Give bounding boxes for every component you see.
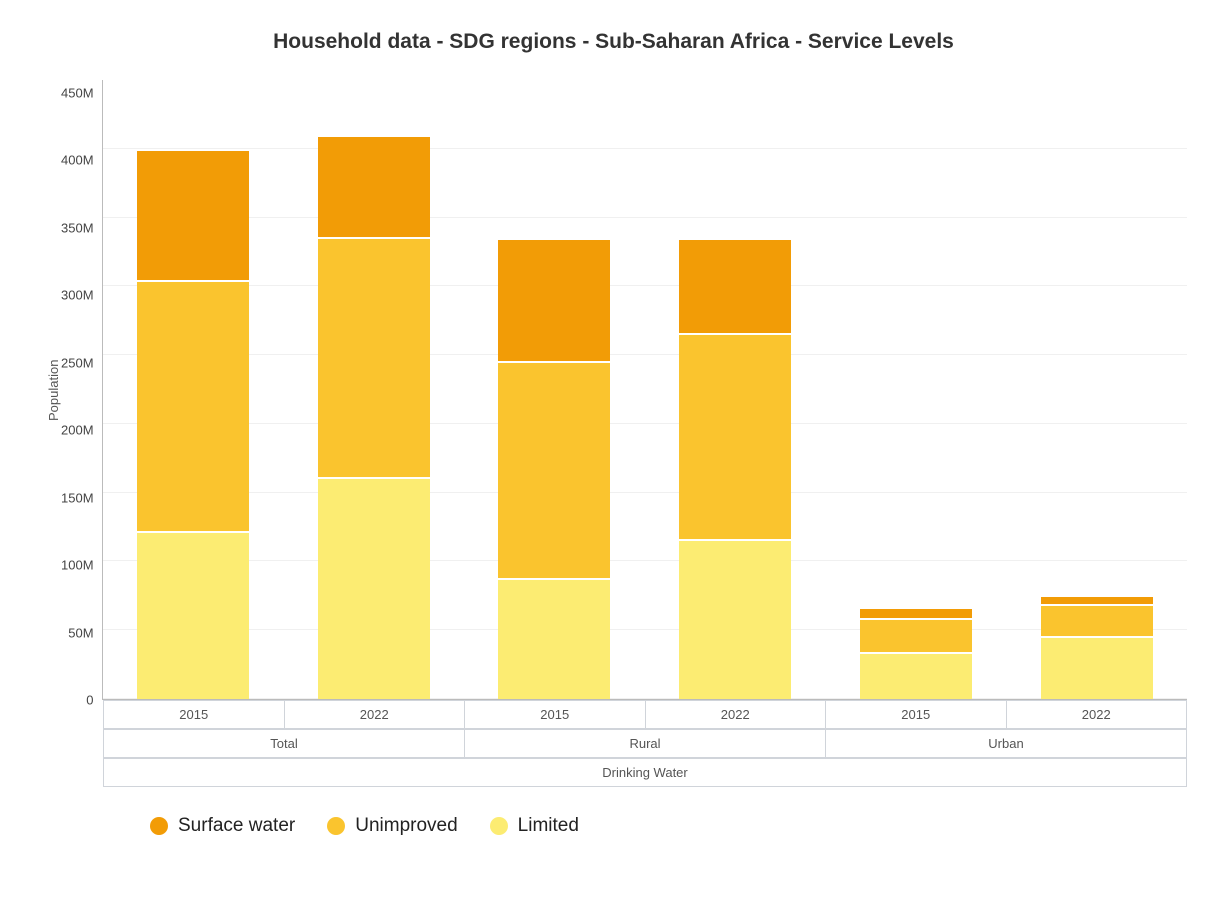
legend-item-limited: Limited (490, 815, 579, 837)
x-year-cell: 2015 (825, 700, 1007, 729)
y-tick: 200M (61, 424, 94, 437)
y-tick: 50M (61, 626, 94, 639)
legend-label: Limited (518, 815, 579, 837)
x-year-cell: 2015 (464, 700, 646, 729)
bar (498, 240, 610, 699)
legend: Surface water Unimproved Limited (40, 815, 1187, 837)
y-tick: 300M (61, 289, 94, 302)
bar (137, 151, 249, 699)
x-group-cell: Rural (464, 729, 826, 758)
bar-segment-unimproved (860, 618, 972, 652)
bar (1041, 597, 1153, 699)
legend-item-surface_water: Surface water (150, 815, 295, 837)
bars-layer (103, 80, 1187, 699)
y-tick: 100M (61, 559, 94, 572)
y-tick: 350M (61, 221, 94, 234)
bar-slot (826, 80, 1007, 699)
x-axis-years-row: 201520222015202220152022 (103, 700, 1187, 729)
x-top-category-cell: Drinking Water (103, 758, 1187, 787)
bar-segment-surface_water (860, 609, 972, 617)
bar-slot (1006, 80, 1187, 699)
bar-segment-unimproved (1041, 604, 1153, 636)
bar-segment-unimproved (679, 333, 791, 540)
bar-slot (464, 80, 645, 699)
bar (679, 240, 791, 699)
bar-segment-unimproved (498, 361, 610, 577)
bar-segment-unimproved (137, 280, 249, 531)
y-axis-label: Population (40, 80, 61, 700)
y-tick: 400M (61, 154, 94, 167)
y-tick: 150M (61, 491, 94, 504)
bar (318, 137, 430, 699)
y-tick: 0 (61, 693, 94, 706)
bar-segment-limited (679, 539, 791, 699)
x-year-cell: 2022 (645, 700, 827, 729)
plot-row: Population 450M 400M 350M 300M 250M 200M 150M 1… (40, 80, 1187, 700)
bar-slot (645, 80, 826, 699)
x-group-cell: Urban (825, 729, 1187, 758)
bar-slot (103, 80, 284, 699)
x-year-cell: 2015 (103, 700, 285, 729)
legend-label: Surface water (178, 815, 295, 837)
bar-segment-limited (137, 531, 249, 699)
bar-segment-limited (498, 578, 610, 699)
x-year-cell: 2022 (284, 700, 466, 729)
bar-segment-surface_water (137, 151, 249, 281)
legend-item-unimproved: Unimproved (327, 815, 457, 837)
legend-swatch (327, 817, 345, 835)
bar-segment-limited (860, 652, 972, 699)
x-axis-wrapper: 201520222015202220152022 TotalRuralUrban… (40, 700, 1187, 787)
x-axis-groups-row: TotalRuralUrban (103, 729, 1187, 758)
bar-segment-limited (318, 477, 430, 699)
bar-slot (283, 80, 464, 699)
x-axis-block: 201520222015202220152022 TotalRuralUrban… (103, 700, 1187, 787)
y-axis-ticks: 450M400M350M300M250M200M150M100M50M0 (61, 80, 102, 700)
x-year-cell: 2022 (1006, 700, 1188, 729)
legend-swatch (490, 817, 508, 835)
bar-segment-surface_water (1041, 597, 1153, 604)
plot-area (102, 80, 1187, 700)
bar-segment-surface_water (498, 240, 610, 361)
bar-segment-unimproved (318, 237, 430, 477)
bar-segment-limited (1041, 636, 1153, 699)
bar-segment-surface_water (679, 240, 791, 332)
x-axis-top-row: Drinking Water (103, 758, 1187, 787)
bar-segment-surface_water (318, 137, 430, 238)
y-tick: 250M (61, 356, 94, 369)
y-tick: 450M (61, 87, 94, 100)
chart-container: Household data - SDG regions - Sub-Sahar… (40, 30, 1187, 837)
legend-swatch (150, 817, 168, 835)
legend-label: Unimproved (355, 815, 457, 837)
bar (860, 609, 972, 699)
chart-title: Household data - SDG regions - Sub-Sahar… (40, 30, 1187, 54)
x-group-cell: Total (103, 729, 465, 758)
